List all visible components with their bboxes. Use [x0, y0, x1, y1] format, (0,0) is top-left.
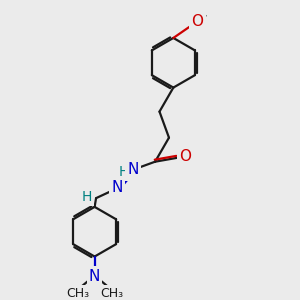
Text: N: N: [128, 162, 139, 177]
Text: CH₃: CH₃: [100, 287, 123, 300]
Text: H: H: [82, 190, 92, 204]
Text: H: H: [118, 165, 129, 179]
Text: O: O: [192, 14, 204, 29]
Text: N: N: [112, 180, 123, 195]
Text: N: N: [89, 268, 100, 284]
Text: CH₃: CH₃: [66, 287, 89, 300]
Text: O: O: [179, 149, 191, 164]
